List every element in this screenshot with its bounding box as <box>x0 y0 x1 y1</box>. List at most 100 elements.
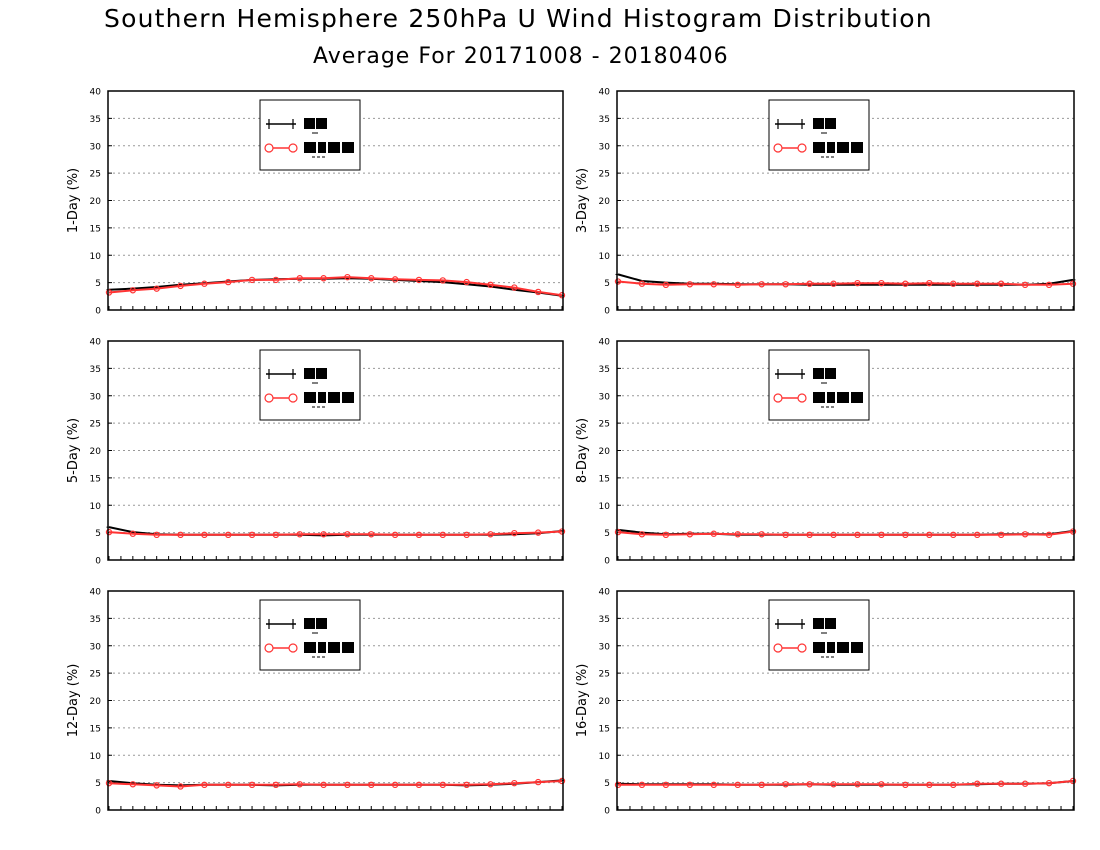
y-tick-label: 15 <box>90 724 101 734</box>
y-tick-label: 10 <box>599 502 611 512</box>
y-axis-label: 3-Day (%) <box>575 168 590 233</box>
data-point <box>1069 280 1077 287</box>
data-point <box>1021 780 1029 787</box>
y-tick-label: 25 <box>90 670 101 680</box>
data-point <box>686 281 694 288</box>
y-tick-label: 20 <box>599 447 611 457</box>
y-axis-label: 12-Day (%) <box>66 664 81 738</box>
data-point <box>614 781 622 789</box>
y-axis-label: 16-Day (%) <box>575 664 590 738</box>
data-point <box>153 782 160 789</box>
legend <box>259 349 361 421</box>
y-tick-label: 25 <box>90 170 101 180</box>
legend-glyph <box>837 392 849 403</box>
data-point <box>320 531 327 538</box>
legend-glyph <box>304 368 315 379</box>
data-point <box>534 778 542 786</box>
plot-frame <box>616 90 1075 311</box>
data-point <box>320 275 327 282</box>
data-point <box>758 531 765 538</box>
legend-glyph <box>827 142 835 153</box>
data-point <box>997 780 1005 787</box>
legend-glyph <box>825 368 836 379</box>
data-point <box>415 276 423 284</box>
y-tick-label: 40 <box>599 338 611 348</box>
data-point <box>734 281 741 289</box>
data-point <box>487 781 494 788</box>
y-tick-label: 5 <box>604 779 610 789</box>
data-point <box>806 280 813 287</box>
y-tick-label: 10 <box>90 252 102 262</box>
data-point <box>950 531 957 539</box>
y-tick-label: 20 <box>599 197 611 207</box>
data-point <box>368 531 375 538</box>
data-point <box>638 280 646 287</box>
legend-glyph <box>304 118 315 129</box>
page-subtitle: Average For 20171008 - 20180406 <box>0 44 1100 80</box>
legend-glyph <box>813 392 825 403</box>
y-tick-label: 40 <box>90 88 102 98</box>
y-tick-label: 35 <box>599 365 610 375</box>
data-point <box>248 531 256 539</box>
legend-glyph <box>304 618 315 629</box>
chart-panel: 0 5 10 15 20 25 30 35 40 1-Day (%) <box>66 88 566 317</box>
data-point <box>487 531 494 538</box>
data-point <box>558 292 566 299</box>
data-point <box>782 281 789 288</box>
data-point <box>368 781 375 789</box>
legend-glyph <box>342 142 354 153</box>
data-point <box>129 530 137 537</box>
legend-glyph <box>813 142 825 153</box>
legend-glyph <box>813 618 824 629</box>
y-tick-label: 25 <box>599 420 610 430</box>
plot-frame <box>107 590 564 811</box>
data-point <box>758 781 765 789</box>
y-tick-label: 10 <box>90 502 102 512</box>
data-point <box>1069 777 1077 785</box>
legend-glyph <box>328 642 340 653</box>
legend-glyph <box>813 368 824 379</box>
legend-glyph <box>304 142 316 153</box>
y-tick-label: 0 <box>95 557 101 567</box>
y-tick-label: 25 <box>90 420 101 430</box>
data-point <box>296 275 303 282</box>
y-tick-label: 15 <box>90 224 101 234</box>
data-point <box>511 284 518 291</box>
legend-glyph <box>851 642 863 653</box>
data-point <box>391 781 399 789</box>
y-axis-label: 1-Day (%) <box>66 168 81 233</box>
y-tick-label: 20 <box>90 447 102 457</box>
data-point <box>105 528 113 536</box>
data-point <box>177 783 184 790</box>
y-axis-label: 8-Day (%) <box>575 418 590 483</box>
data-point <box>974 780 981 787</box>
data-point <box>105 779 113 787</box>
data-point <box>272 781 280 789</box>
data-point <box>710 281 717 288</box>
data-point <box>415 531 423 539</box>
data-point <box>439 531 446 539</box>
legend-glyph <box>316 618 327 629</box>
legend-glyph <box>318 642 326 653</box>
data-point <box>902 531 909 539</box>
chart-panel: 0 5 10 15 20 25 30 35 40 8-Day (%) <box>575 338 1077 567</box>
legend-glyph <box>318 142 326 153</box>
legend-glyph <box>342 642 354 653</box>
data-point <box>391 276 399 283</box>
page-subtitle-text: Average For 20171008 - 20180406 <box>313 44 729 69</box>
data-point <box>997 280 1005 287</box>
y-tick-label: 0 <box>604 807 610 817</box>
legend <box>768 349 870 421</box>
data-point <box>854 781 861 788</box>
y-tick-label: 5 <box>95 529 101 539</box>
chart-panel: 0 5 10 15 20 25 30 35 40 12-Day (%) <box>66 588 566 817</box>
y-tick-label: 0 <box>604 307 610 317</box>
y-tick-label: 15 <box>599 474 610 484</box>
data-point <box>296 531 303 538</box>
y-tick-label: 30 <box>599 392 611 402</box>
legend-marker-circle <box>288 143 298 153</box>
data-point <box>463 531 470 539</box>
data-point <box>662 531 670 539</box>
data-point <box>686 531 694 538</box>
data-point <box>511 779 518 787</box>
